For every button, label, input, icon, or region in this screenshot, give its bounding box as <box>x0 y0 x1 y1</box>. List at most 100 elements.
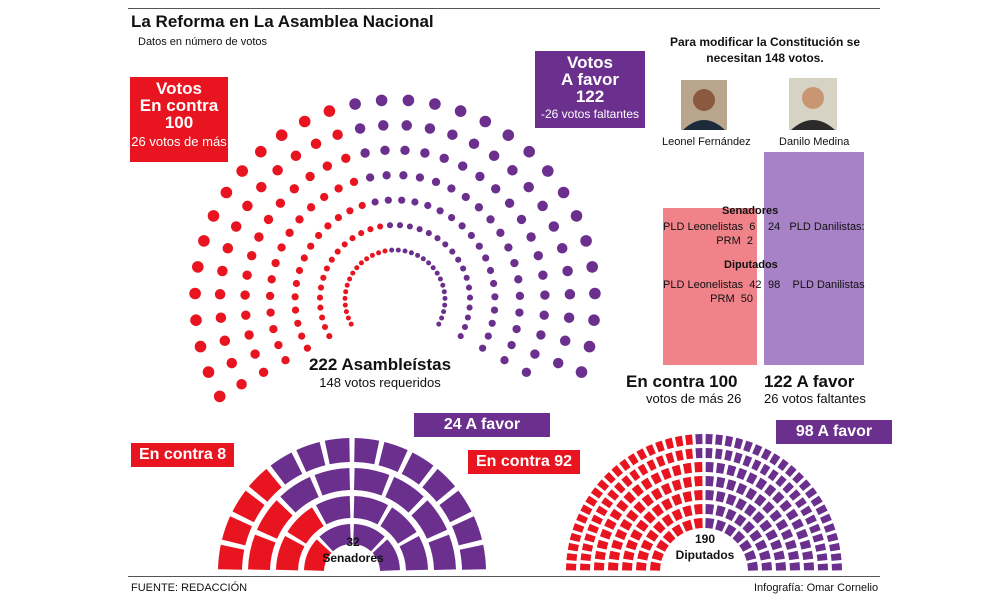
diputados-seat-contra <box>693 504 703 515</box>
seat-dot-contra <box>319 314 326 321</box>
seat-dot-favor <box>375 94 388 107</box>
diputados-seat-favor <box>754 539 768 551</box>
diputados-seat-contra <box>661 498 673 511</box>
seat-dot-favor <box>436 207 444 215</box>
seat-dot-favor <box>515 291 525 301</box>
diputados-seat-contra <box>661 514 674 527</box>
seat-dot-contra <box>323 105 336 117</box>
seat-dot-favor <box>467 231 475 240</box>
seat-dot-favor <box>466 304 473 311</box>
diputados-seat-favor <box>724 524 737 537</box>
diputados-seat-contra <box>671 464 682 477</box>
senado-seat-favor <box>380 507 417 544</box>
diputados-seat-favor <box>816 553 828 561</box>
diputados-seat-contra <box>580 504 593 516</box>
seat-dot-favor <box>533 251 543 261</box>
senado-center: 32 Senadores <box>308 535 398 566</box>
seat-dot-favor <box>463 274 470 281</box>
senado-seat-favor <box>314 468 350 496</box>
contra-box-line4: 26 votos de más <box>131 134 227 149</box>
seat-dot-contra <box>298 115 311 128</box>
senado-center-num: 32 <box>346 535 360 549</box>
diputados-seat-contra <box>640 539 654 551</box>
diputados-seat-favor <box>779 499 792 512</box>
seat-dot-favor <box>411 198 419 206</box>
seat-dot-contra <box>275 129 288 141</box>
contra-box-line1: Votos <box>156 79 202 98</box>
diputados-seat-favor <box>705 518 715 529</box>
seat-dot-contra <box>328 256 335 263</box>
diputados-seat-contra <box>694 462 703 473</box>
seat-dot-favor <box>396 222 404 229</box>
page-subtitle: Datos en número de votos <box>138 36 268 48</box>
seat-dot-favor <box>449 248 456 255</box>
seat-dot-favor <box>386 222 394 229</box>
diputados-seat-favor <box>815 504 828 516</box>
senado-center-label: Senadores <box>322 550 384 565</box>
diputados-seat-contra <box>587 523 599 534</box>
diputados-seat-contra <box>566 563 577 571</box>
seat-dot-favor <box>557 186 570 199</box>
senado-seat-favor <box>316 496 351 525</box>
senado-favor-tag: 24 A favor <box>414 413 550 437</box>
senado-seat-favor <box>372 539 400 571</box>
seat-dot-contra <box>241 310 251 320</box>
seat-dot-contra <box>269 324 278 334</box>
diputados-seat-favor <box>705 504 715 515</box>
seat-dot-favor <box>500 356 509 365</box>
senado-seat-contra <box>304 539 332 571</box>
diputados-seat-favor <box>743 440 753 453</box>
seat-dot-favor <box>479 115 492 128</box>
diputados-seat-contra <box>572 523 585 533</box>
senado-seat-favor <box>270 452 303 485</box>
seat-dot-contra <box>344 282 350 288</box>
seat-dot-favor <box>349 98 361 110</box>
diputados-center-num: 190 <box>694 532 716 546</box>
seat-dot-favor <box>548 221 560 232</box>
seat-dot-contra <box>343 289 349 295</box>
senado-seat-favor <box>354 438 380 465</box>
diputados-seat-favor <box>772 491 785 504</box>
diputados-seat-contra <box>596 539 609 550</box>
diputados-favor-tag: 98 A favor <box>776 420 892 444</box>
diputados-seat-favor <box>705 462 714 473</box>
seat-dot-contra <box>266 308 275 317</box>
seat-dot-favor <box>434 235 441 242</box>
contra-box: Votos En contra 100 26 votos de más <box>130 77 228 162</box>
diputados-seat-favor <box>715 448 723 460</box>
diputados-center: 190 Diputados <box>660 532 750 563</box>
diputados-seat-contra <box>631 484 644 497</box>
diputados-seat-contra <box>655 440 665 453</box>
diputados-seat-contra <box>637 550 649 561</box>
seat-dot-contra <box>346 207 354 215</box>
diputados-seat-contra <box>635 519 649 532</box>
seat-dot-favor <box>486 266 495 275</box>
diputados-seat-favor <box>764 484 777 497</box>
diputados-seat-contra <box>651 503 664 517</box>
diputados-seat-contra <box>590 487 603 499</box>
seat-dot-contra <box>272 165 283 176</box>
diputados-seat-favor <box>751 459 762 471</box>
diputados-seat-contra <box>580 563 591 571</box>
seat-dot-favor <box>382 171 391 180</box>
seat-dot-favor <box>420 256 426 262</box>
seat-dot-contra <box>226 357 238 369</box>
diputados-seat-favor <box>715 505 726 517</box>
diputados-seat-contra <box>651 550 664 561</box>
diputados-seat-favor <box>775 562 786 571</box>
diputados-seat-favor <box>733 452 743 464</box>
senado-seat-contra <box>248 534 276 570</box>
seat-dot-favor <box>464 314 471 321</box>
diputados-seat-favor <box>805 487 818 499</box>
diputados-seat-contra <box>619 458 631 471</box>
seat-dot-favor <box>429 98 441 110</box>
senado-seat-contra <box>256 500 293 539</box>
diputados-seat-favor <box>705 476 714 487</box>
seat-dot-contra <box>202 366 215 378</box>
requirement-line1: Para modificar la Constitución se <box>669 35 861 49</box>
diputados-seat-favor <box>754 494 767 507</box>
diputados-seat-contra <box>614 528 628 541</box>
senado-seat-favor <box>354 468 390 496</box>
diputados-seat-contra <box>685 434 693 446</box>
footer-source: FUENTE: REDACCIÓN <box>131 582 248 594</box>
